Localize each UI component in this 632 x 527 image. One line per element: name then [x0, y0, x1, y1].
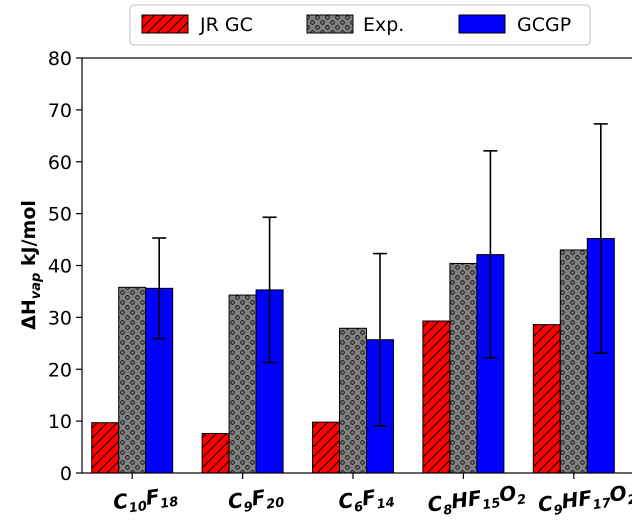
y-axis: 0 10 20 30 40 50 60 70 80 ΔHvap kJ/mol — [18, 48, 82, 485]
legend-label: Exp. — [363, 14, 404, 36]
y-tick-label: 80 — [48, 48, 72, 70]
y-tick-label: 10 — [48, 411, 72, 433]
legend-swatch — [306, 14, 354, 34]
legend-label: JR GC — [199, 14, 253, 36]
y-axis-label: ΔHvap kJ/mol — [18, 200, 44, 330]
y-tick-label: 0 — [60, 463, 72, 485]
bar-hatch — [91, 422, 120, 474]
y-tick-label: 40 — [48, 256, 72, 278]
bar-hatch — [312, 421, 340, 474]
bar-dots — [228, 294, 257, 474]
legend: JR GC Exp. GCGP — [129, 4, 591, 46]
x-category-label: C10F18 — [112, 482, 180, 519]
legend-swatch — [458, 14, 506, 34]
y-tick-label: 70 — [48, 100, 72, 122]
x-category-label: C6F14 — [337, 482, 396, 517]
bars — [91, 238, 615, 474]
legend-swatch — [141, 14, 189, 34]
bar-hatch — [422, 320, 451, 474]
x-category-label: C8HF15O2 — [426, 479, 527, 520]
x-axis: C10F18 C9F20 C6F14 C8HF15O2 C9HF17O2 — [112, 473, 632, 520]
legend-label: GCGP — [517, 14, 571, 36]
error-bars — [152, 123, 608, 427]
bar-dots — [339, 327, 367, 474]
bar-hatch — [201, 433, 230, 474]
bar-dots — [559, 249, 588, 474]
bar-hatch — [532, 324, 561, 474]
plot-frame — [81, 57, 632, 474]
bar-dots — [449, 262, 478, 474]
bar-dots — [118, 286, 147, 474]
y-tick-label: 30 — [48, 307, 72, 329]
y-tick-label: 60 — [48, 152, 72, 174]
y-tick-label: 50 — [48, 204, 72, 226]
x-category-label: C9F20 — [226, 482, 285, 517]
y-tick-label: 20 — [48, 359, 72, 381]
x-category-label: C9HF17O2 — [536, 479, 632, 520]
